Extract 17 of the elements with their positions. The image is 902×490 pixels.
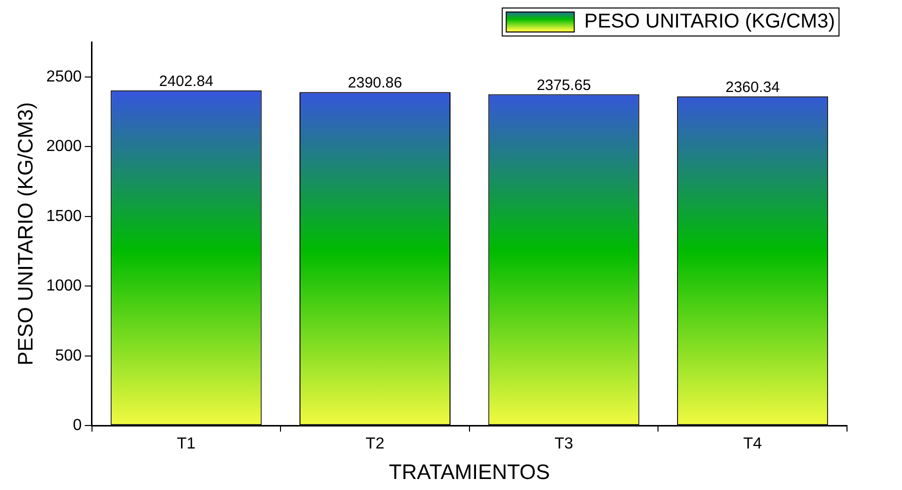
y-tick-label: 500 — [55, 347, 82, 364]
y-tick-label: 1500 — [46, 208, 82, 225]
data-label: 2360.34 — [725, 78, 780, 96]
x-tick-label: T2 — [366, 436, 384, 453]
legend-label: PESO UNITARIO (KG/CM3) — [584, 10, 836, 33]
x-tick-label: T1 — [176, 436, 196, 453]
x-axis-title: TRATAMIENTOS — [388, 461, 550, 484]
data-label: 2390.86 — [348, 74, 402, 92]
x-tick-label: T3 — [554, 436, 574, 453]
y-tick-label: 2000 — [46, 138, 82, 156]
y-tick-label: 0 — [72, 417, 82, 434]
y-tick-label: 2500 — [46, 68, 82, 86]
y-tick-label: 1000 — [46, 278, 82, 295]
y-axis-title: PESO UNITARIO (KG/CM3) — [14, 102, 38, 366]
data-label: 2375.65 — [536, 76, 591, 94]
x-tick-label: T4 — [743, 436, 762, 453]
data-label: 2402.84 — [159, 73, 214, 90]
